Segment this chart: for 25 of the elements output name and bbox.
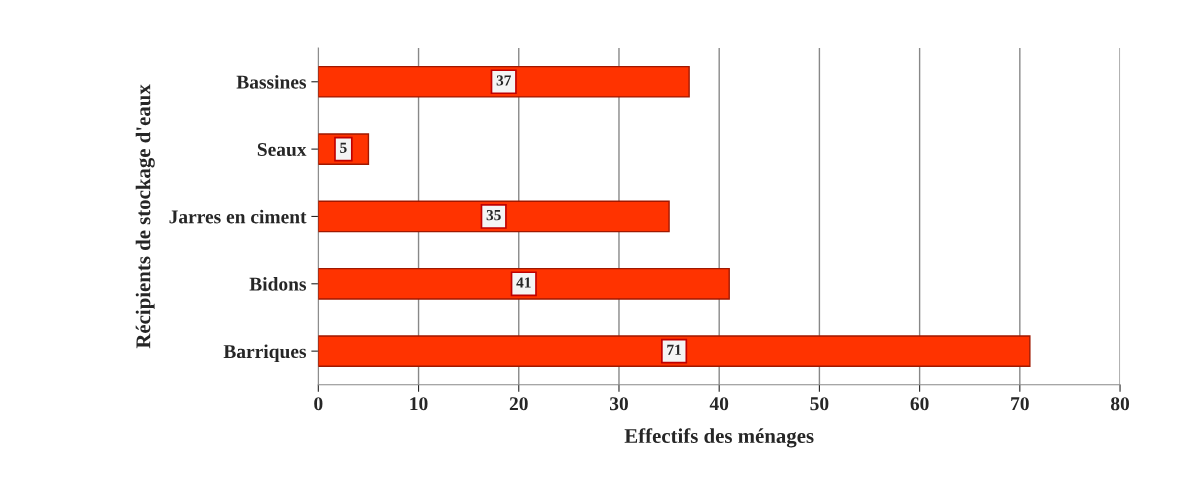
x-tick-label: 40 [709,397,729,411]
bar [318,335,1031,367]
x-tick-label: 0 [314,397,323,411]
y-tick-label: Barriques [223,344,307,363]
x-tick-label: 60 [910,397,929,411]
x-axis-title: Effectifs des ménages [624,428,814,448]
x-tick-label: 50 [810,397,829,411]
x-tick-label: 80 [1110,397,1130,411]
y-tick-label: Bassines [236,75,307,89]
data-label: 5 [340,142,347,153]
bar [318,267,730,300]
bar [318,200,670,233]
y-tick-label: Seaux [257,142,307,157]
x-tick-label: 10 [410,397,428,411]
bar [318,65,690,98]
data-label: 71 [667,344,681,355]
data-label: 37 [496,75,511,86]
x-tick-label: 20 [509,397,528,411]
y-tick-label: Bidons [249,277,307,291]
y-axis-title: Récipients de stockage d'eaux [135,84,155,349]
data-label: 41 [516,277,531,288]
x-tick-label: 30 [609,397,628,411]
data-label: 35 [486,210,501,221]
y-tick-label: Jarres en ciment [169,209,307,224]
x-tick-label: 70 [1011,397,1029,411]
